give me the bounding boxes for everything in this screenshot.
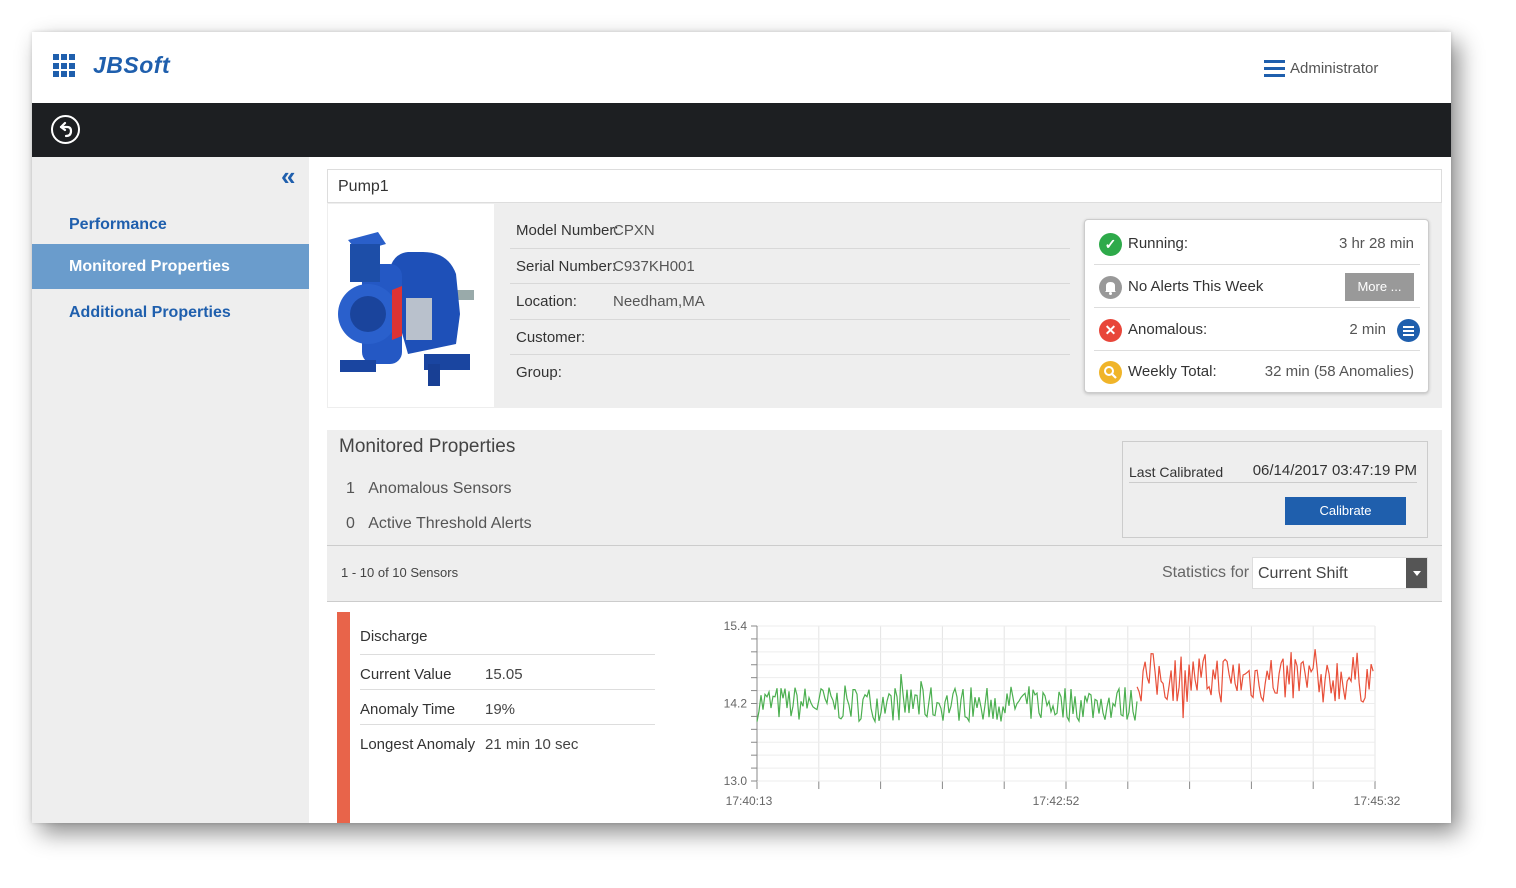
status-value: 3 hr 28 min [1338,235,1414,252]
info-value: C937KH001 [613,257,695,275]
error-icon: ✕ [1099,319,1122,342]
info-label: Serial Number: [516,257,617,275]
status-label: Weekly Total: [1128,363,1217,380]
current-value: 15.05 [485,666,523,683]
calibrate-button[interactable]: Calibrate [1285,497,1406,525]
anomalous-label: Anomalous Sensors [368,480,512,497]
anomalous-sensors-summary: 1 Anomalous Sensors [346,480,511,498]
app-window: JBSoft Administrator « Performance Monit… [32,32,1451,823]
list-icon[interactable] [1397,319,1420,342]
info-label: Model Number: [516,222,619,239]
more-button[interactable]: More ... [1345,273,1414,301]
monitored-properties-panel: Monitored Properties 1 Anomalous Sensors… [327,430,1442,545]
pump-image [328,204,494,407]
status-anomalous: ✕ Anomalous: 2 min [1094,309,1420,351]
y-tick-label: 15.4 [724,619,748,633]
pump-details-panel: Model Number: CPXN Serial Number: C937KH… [327,203,1442,408]
sidebar-item-monitored-properties[interactable]: Monitored Properties [32,244,309,289]
info-row-location: Location: Needham,MA [510,284,1070,320]
anomaly-indicator [337,612,350,823]
calibration-box: Last Calibrated 06/14/2017 03:47:19 PM C… [1122,441,1428,538]
user-menu[interactable]: Administrator [1290,60,1379,77]
anomaly-time-value: 19% [485,701,516,718]
info-row-serial: Serial Number: C937KH001 [510,249,1070,284]
info-label: Group: [516,364,562,381]
main-content: Pump1 [309,157,1451,823]
x-tick-label: 17:45:32 [1354,794,1401,808]
bell-icon [1099,276,1122,299]
info-label: Location: [516,293,577,310]
sensor-name: Discharge [360,628,428,645]
longest-anomaly-value: 21 min 10 sec [485,736,579,753]
status-weekly-total: Weekly Total: 32 min (58 Anomalies) [1094,351,1420,393]
divider [1129,482,1417,483]
sensor-card[interactable]: Discharge Current Value 15.05 Anomaly Ti… [337,612,1417,823]
last-calibrated-value: 06/14/2017 03:47:19 PM [1252,462,1417,479]
pump-title: Pump1 [327,169,1442,203]
chevron-down-icon[interactable] [1406,558,1427,588]
sensors-toolbar: 1 - 10 of 10 Sensors Statistics for Curr… [327,545,1442,602]
alerts-label: Active Threshold Alerts [368,515,532,532]
x-tick-label: 17:40:13 [726,794,773,808]
longest-anomaly-label: Longest Anomaly [360,736,476,753]
statistics-select[interactable]: Current Shift [1252,557,1428,589]
sidebar: « Performance Monitored Properties Addit… [32,157,309,823]
info-value: CPXN [613,222,655,239]
status-value: 32 min (58 Anomalies) [1264,363,1414,380]
last-calibrated-label: Last Calibrated [1129,464,1224,480]
hamburger-menu-icon[interactable] [1264,60,1285,78]
divider [360,724,655,725]
sensor-count: 1 - 10 of 10 Sensors [341,565,459,580]
collapse-sidebar-icon[interactable]: « [281,161,296,191]
sidebar-item-additional-properties[interactable]: Additional Properties [69,304,231,321]
info-row-group: Group: [510,355,1070,391]
status-label: Anomalous: [1128,321,1208,338]
current-value-label: Current Value [360,666,452,683]
divider [360,654,655,655]
statistics-label: Statistics for [1162,564,1250,581]
info-label: Customer: [516,328,586,346]
status-value: 2 min [1349,321,1386,338]
divider [360,689,655,690]
y-tick-label: 14.2 [724,697,748,711]
anomalous-count: 1 [346,480,355,497]
y-tick-label: 13.0 [724,774,748,788]
section-title: Monitored Properties [339,436,516,457]
status-alerts: No Alerts This Week More ... [1094,266,1420,308]
anomaly-time-label: Anomaly Time [360,701,456,718]
status-running: ✓ Running: 3 hr 28 min [1094,223,1420,265]
normal-series-line [756,673,1138,724]
status-label: Running: [1128,235,1189,252]
sidebar-item-performance[interactable]: Performance [69,216,167,233]
status-label: No Alerts This Week [1128,278,1264,295]
info-value: Needham,MA [613,293,705,310]
top-header: JBSoft Administrator [32,32,1451,103]
app-logo: JBSoft [93,52,171,78]
alerts-count: 0 [346,515,355,532]
pump-info-list: Model Number: CPXN Serial Number: C937KH… [510,213,1070,391]
search-icon [1099,361,1122,384]
check-icon: ✓ [1099,233,1122,256]
anomaly-series-line [1136,649,1374,719]
apps-grid-icon[interactable] [53,54,75,78]
back-icon[interactable] [51,115,80,144]
sensor-chart: 15.4 14.2 13.0 17:40:13 17:42:52 17:45:32 [724,619,1401,808]
threshold-alerts-summary: 0 Active Threshold Alerts [346,515,532,533]
info-row-model: Model Number: CPXN [510,213,1070,249]
info-row-customer: Customer: [510,320,1070,355]
statistics-select-value: Current Shift [1258,565,1348,582]
toolbar [32,103,1451,157]
x-tick-label: 17:42:52 [1033,794,1080,808]
status-card: ✓ Running: 3 hr 28 min No Alerts This We… [1084,219,1429,393]
